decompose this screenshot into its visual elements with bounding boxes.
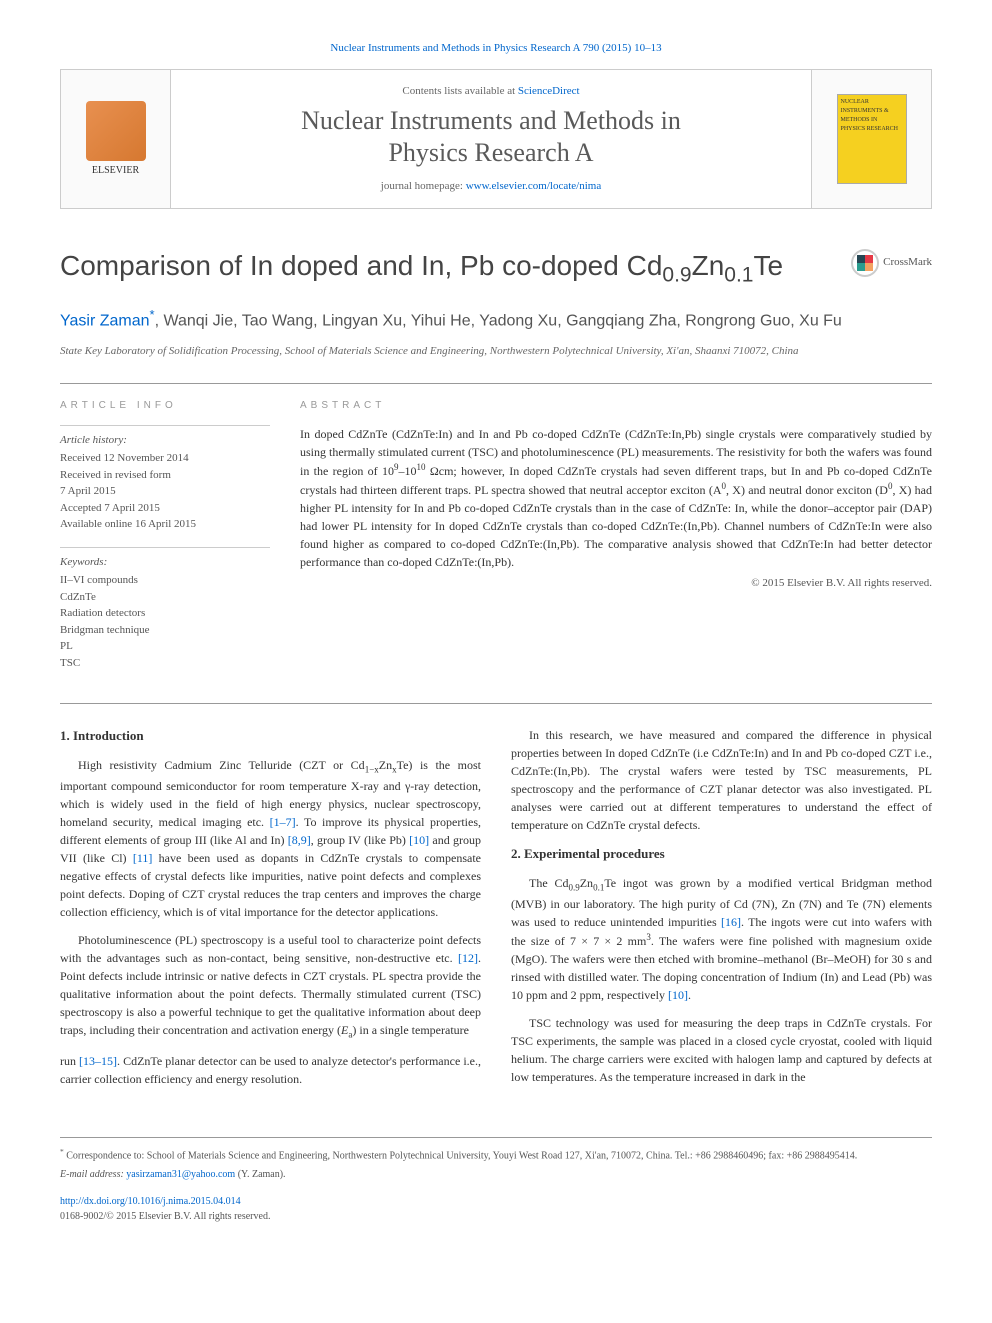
journal-cover-thumbnail: NUCLEAR INSTRUMENTS & METHODS IN PHYSICS… <box>837 94 907 184</box>
homepage-prefix: journal homepage: <box>381 180 466 192</box>
affiliation: State Key Laboratory of Solidification P… <box>60 344 932 358</box>
journal-homepage-line: journal homepage: www.elsevier.com/locat… <box>183 178 799 195</box>
body-paragraph: Photoluminescence (PL) spectroscopy is a… <box>60 931 481 1042</box>
keyword: CdZnTe <box>60 589 270 606</box>
history-line: Received in revised form <box>60 467 270 484</box>
history-line: 7 April 2015 <box>60 483 270 500</box>
article-info-column: ARTICLE INFO Article history: Received 1… <box>60 398 270 686</box>
publisher-logo-cell: ELSEVIER <box>61 70 171 208</box>
body-paragraph: In this research, we have measured and c… <box>511 726 932 834</box>
article-info-heading: ARTICLE INFO <box>60 398 270 413</box>
sciencedirect-link[interactable]: ScienceDirect <box>518 85 580 97</box>
publisher-label: ELSEVIER <box>86 165 146 176</box>
article-title: Comparison of In doped and In, Pb co-dop… <box>60 249 783 288</box>
keywords-block: Keywords: II–VI compounds CdZnTe Radiati… <box>60 547 270 672</box>
history-line: Accepted 7 April 2015 <box>60 500 270 517</box>
contents-line: Contents lists available at ScienceDirec… <box>183 83 799 100</box>
journal-cover-cell: NUCLEAR INSTRUMENTS & METHODS IN PHYSICS… <box>811 70 931 208</box>
contents-prefix: Contents lists available at <box>402 85 517 97</box>
article-history-block: Article history: Received 12 November 20… <box>60 425 270 533</box>
history-label: Article history: <box>60 432 270 449</box>
crossmark-widget[interactable]: CrossMark <box>851 249 932 277</box>
section-heading-intro: 1. Introduction <box>60 726 481 746</box>
keyword: Radiation detectors <box>60 605 270 622</box>
abstract-copyright: © 2015 Elsevier B.V. All rights reserved… <box>300 575 932 592</box>
email-line: E-mail address: yasirzaman31@yahoo.com (… <box>60 1167 932 1182</box>
article-body: 1. Introduction High resistivity Cadmium… <box>60 726 932 1096</box>
crossmark-label: CrossMark <box>883 254 932 271</box>
section-heading-experimental: 2. Experimental procedures <box>511 844 932 864</box>
elsevier-logo[interactable]: ELSEVIER <box>86 101 146 176</box>
corresponding-author-note: * Correspondence to: School of Materials… <box>60 1146 932 1163</box>
abstract-column: ABSTRACT In doped CdZnTe (CdZnTe:In) and… <box>300 398 932 686</box>
keywords-label: Keywords: <box>60 554 270 571</box>
keyword: Bridgman technique <box>60 622 270 639</box>
body-paragraph: High resistivity Cadmium Zinc Telluride … <box>60 756 481 921</box>
footnotes: * Correspondence to: School of Materials… <box>60 1137 932 1224</box>
author-email-link[interactable]: yasirzaman31@yahoo.com <box>126 1169 235 1180</box>
history-line: Available online 16 April 2015 <box>60 516 270 533</box>
abstract-text: In doped CdZnTe (CdZnTe:In) and In and P… <box>300 425 932 571</box>
email-suffix: (Y. Zaman). <box>235 1169 285 1180</box>
journal-name-line2: Physics Research A <box>388 138 593 167</box>
journal-homepage-link[interactable]: www.elsevier.com/locate/nima <box>466 180 602 192</box>
journal-name-line1: Nuclear Instruments and Methods in <box>301 106 681 135</box>
email-label: E-mail address: <box>60 1169 126 1180</box>
doi-block: http://dx.doi.org/10.1016/j.nima.2015.04… <box>60 1194 932 1224</box>
journal-name: Nuclear Instruments and Methods in Physi… <box>183 105 799 167</box>
elsevier-tree-icon <box>86 101 146 161</box>
body-paragraph: run [13–15]. CdZnTe planar detector can … <box>60 1052 481 1088</box>
crossmark-icon <box>851 249 879 277</box>
running-head-citation: Nuclear Instruments and Methods in Physi… <box>60 40 932 57</box>
journal-header: ELSEVIER Contents lists available at Sci… <box>60 69 932 209</box>
body-paragraph: TSC technology was used for measuring th… <box>511 1014 932 1086</box>
issn-copyright-line: 0168-9002/© 2015 Elsevier B.V. All right… <box>60 1211 270 1222</box>
author-list: Yasir Zaman*, Wanqi Jie, Tao Wang, Lingy… <box>60 305 932 333</box>
journal-title-cell: Contents lists available at ScienceDirec… <box>171 70 811 208</box>
keyword: TSC <box>60 655 270 672</box>
body-paragraph: The Cd0.9Zn0.1Te ingot was grown by a mo… <box>511 874 932 1004</box>
history-line: Received 12 November 2014 <box>60 450 270 467</box>
keyword: PL <box>60 638 270 655</box>
doi-link[interactable]: http://dx.doi.org/10.1016/j.nima.2015.04… <box>60 1196 241 1207</box>
abstract-heading: ABSTRACT <box>300 398 932 413</box>
divider-bottom <box>60 703 932 704</box>
keyword: II–VI compounds <box>60 572 270 589</box>
